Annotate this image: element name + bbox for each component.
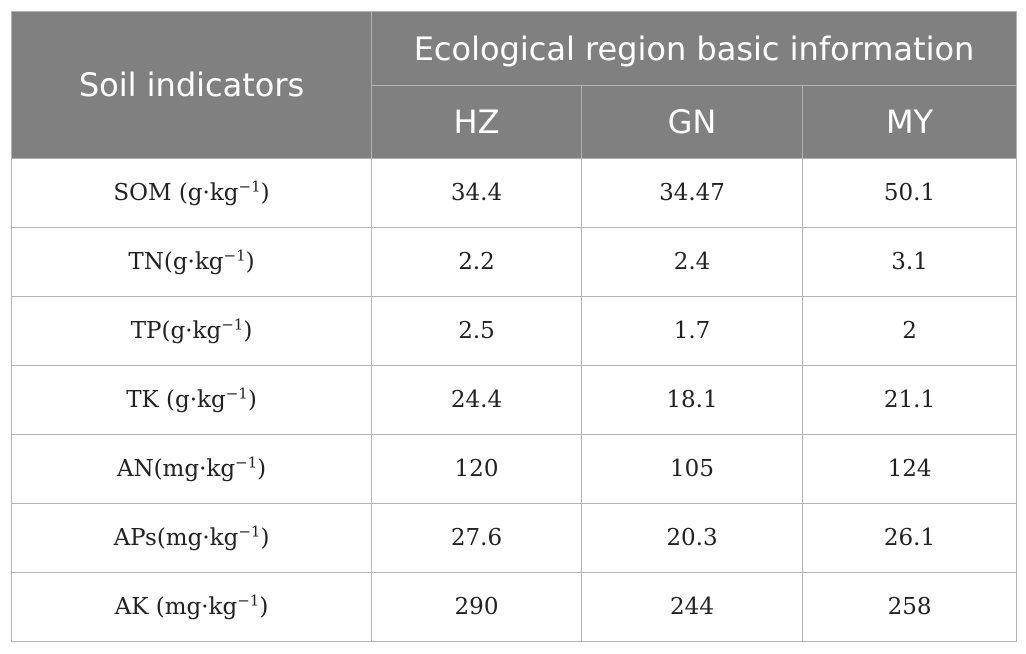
value-cell-gn: 244 <box>581 572 803 642</box>
indicator-label: AK (mg·kg <box>114 594 238 620</box>
unit-exponent: −1 <box>221 315 244 334</box>
header-col-my: MY <box>801 85 1018 159</box>
header-col-gn: GN <box>581 85 803 159</box>
indicator-close: ) <box>260 180 270 206</box>
indicator-cell: APs(mg·kg−1) <box>11 503 372 573</box>
header-row-2: HZ GN MY <box>12 85 1018 159</box>
indicator-label: SOM (g·kg <box>113 180 239 206</box>
value-cell-gn: 34.47 <box>581 158 803 228</box>
value-cell-my: 124 <box>801 434 1018 504</box>
value-cell-hz: 2.2 <box>371 227 582 297</box>
indicator-cell: TN(g·kg−1) <box>11 227 372 297</box>
value-cell-gn: 105 <box>581 434 803 504</box>
indicator-close: ) <box>257 456 267 482</box>
indicator-close: ) <box>245 249 255 275</box>
header-soil-indicators: Soil indicators <box>11 11 372 159</box>
unit-exponent: −1 <box>223 246 246 265</box>
table-row: TK (g·kg−1) 24.4 18.1 21.1 <box>11 365 1018 435</box>
indicator-cell: TK (g·kg−1) <box>11 365 372 435</box>
value-cell-my: 50.1 <box>801 158 1018 228</box>
indicator-label: APs(mg·kg <box>113 525 239 551</box>
table-header: Soil indicators Ecological region basic … <box>11 11 1018 159</box>
table-row: AN(mg·kg−1) 120 105 124 <box>11 434 1018 504</box>
value-cell-my: 2 <box>801 296 1018 366</box>
value-cell-hz: 120 <box>371 434 582 504</box>
indicator-label: TP(g·kg <box>130 318 222 344</box>
header-ecological-region: Ecological region basic information <box>370 11 1018 86</box>
header-row-1: Soil indicators Ecological region basic … <box>11 11 1018 159</box>
table-row: TP(g·kg−1) 2.5 1.7 2 <box>11 296 1018 366</box>
value-cell-hz: 290 <box>371 572 582 642</box>
indicator-label: TN(g·kg <box>128 249 224 275</box>
value-cell-my: 258 <box>801 572 1018 642</box>
value-cell-hz: 2.5 <box>371 296 582 366</box>
value-cell-gn: 18.1 <box>581 365 803 435</box>
unit-exponent: −1 <box>238 522 261 541</box>
unit-exponent: −1 <box>225 384 248 403</box>
table-row: TN(g·kg−1) 2.2 2.4 3.1 <box>11 227 1018 297</box>
value-cell-hz: 27.6 <box>371 503 582 573</box>
unit-exponent: −1 <box>235 453 258 472</box>
unit-exponent: −1 <box>237 591 260 610</box>
value-cell-my: 3.1 <box>801 227 1018 297</box>
soil-indicators-table: Soil indicators Ecological region basic … <box>11 11 1018 642</box>
table-body: SOM (g·kg−1) 34.4 34.47 50.1 TN(g·kg−1) … <box>11 158 1018 642</box>
indicator-close: ) <box>243 318 253 344</box>
indicator-close: ) <box>259 594 269 620</box>
value-cell-my: 21.1 <box>801 365 1018 435</box>
indicator-cell: SOM (g·kg−1) <box>11 158 372 228</box>
header-col-hz: HZ <box>371 85 582 159</box>
indicator-cell: AK (mg·kg−1) <box>11 572 372 642</box>
table-row: SOM (g·kg−1) 34.4 34.47 50.1 <box>11 158 1018 228</box>
indicator-label: AN(mg·kg <box>116 456 236 482</box>
table-row: AK (mg·kg−1) 290 244 258 <box>11 572 1018 642</box>
value-cell-gn: 1.7 <box>581 296 803 366</box>
indicator-cell: TP(g·kg−1) <box>11 296 372 366</box>
indicator-cell: AN(mg·kg−1) <box>11 434 372 504</box>
unit-exponent: −1 <box>238 177 261 196</box>
value-cell-hz: 34.4 <box>371 158 582 228</box>
indicator-close: ) <box>260 525 270 551</box>
indicator-label: TK (g·kg <box>126 387 226 413</box>
indicator-close: ) <box>247 387 257 413</box>
value-cell-hz: 24.4 <box>371 365 582 435</box>
table-row: APs(mg·kg−1) 27.6 20.3 26.1 <box>11 503 1018 573</box>
value-cell-gn: 20.3 <box>581 503 803 573</box>
value-cell-gn: 2.4 <box>581 227 803 297</box>
value-cell-my: 26.1 <box>801 503 1018 573</box>
